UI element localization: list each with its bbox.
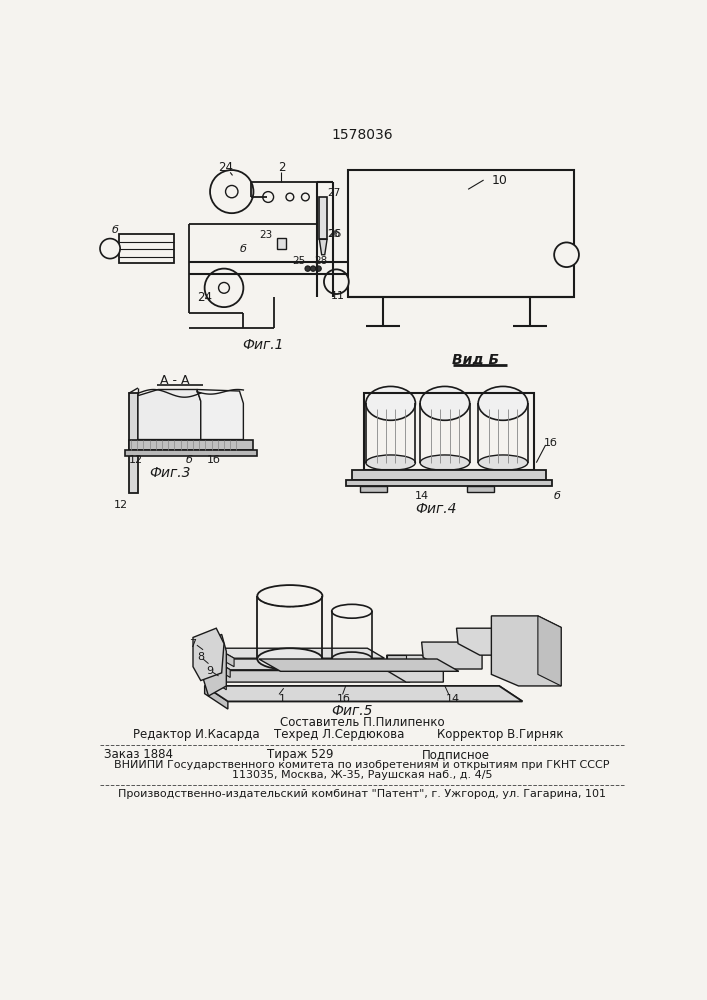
Text: 2: 2 xyxy=(279,161,286,174)
Text: Вид Б: Вид Б xyxy=(452,353,499,367)
Text: 23: 23 xyxy=(259,231,272,240)
Polygon shape xyxy=(204,686,228,709)
Bar xyxy=(348,170,574,297)
Text: Корректор В.Гирняк: Корректор В.Гирняк xyxy=(437,728,563,741)
Bar xyxy=(346,480,552,486)
Text: Фиг.5: Фиг.5 xyxy=(331,704,373,718)
Text: А - А: А - А xyxy=(160,374,190,387)
Text: 14: 14 xyxy=(445,694,460,704)
Text: б: б xyxy=(554,491,561,501)
Text: 27: 27 xyxy=(327,188,340,198)
Ellipse shape xyxy=(554,242,579,267)
Polygon shape xyxy=(320,239,327,255)
Polygon shape xyxy=(212,659,397,670)
Ellipse shape xyxy=(478,455,528,470)
Ellipse shape xyxy=(257,648,322,670)
Ellipse shape xyxy=(366,386,416,420)
Bar xyxy=(276,238,286,249)
Text: 8: 8 xyxy=(197,652,204,662)
Text: 11: 11 xyxy=(331,291,345,301)
Text: 1б: 1б xyxy=(337,694,351,704)
Text: 24: 24 xyxy=(197,291,212,304)
Ellipse shape xyxy=(204,269,243,307)
Bar xyxy=(129,393,138,493)
Polygon shape xyxy=(216,648,385,658)
Ellipse shape xyxy=(286,193,293,201)
Ellipse shape xyxy=(332,652,372,666)
Ellipse shape xyxy=(478,386,528,420)
Bar xyxy=(129,440,252,450)
Polygon shape xyxy=(138,389,201,440)
Text: 1б: 1б xyxy=(207,455,221,465)
Text: б: б xyxy=(240,244,247,254)
Ellipse shape xyxy=(316,266,321,271)
Text: 24: 24 xyxy=(218,161,233,174)
Ellipse shape xyxy=(257,585,322,607)
Bar xyxy=(320,197,327,239)
Ellipse shape xyxy=(332,604,372,618)
Bar xyxy=(467,486,493,492)
Ellipse shape xyxy=(420,386,469,420)
Text: 12: 12 xyxy=(129,455,143,465)
Text: 28: 28 xyxy=(314,256,327,266)
Polygon shape xyxy=(204,686,522,701)
Text: Тираж 529: Тираж 529 xyxy=(267,748,333,761)
Ellipse shape xyxy=(301,193,309,201)
Text: 25: 25 xyxy=(293,256,306,266)
Text: Составитель П.Пилипенко: Составитель П.Пилипенко xyxy=(280,716,444,729)
Polygon shape xyxy=(387,655,443,682)
Text: 113035, Москва, Ж-35, Раушская наб., д. 4/5: 113035, Москва, Ж-35, Раушская наб., д. … xyxy=(232,770,492,780)
Bar xyxy=(363,393,534,470)
Ellipse shape xyxy=(324,269,349,294)
Polygon shape xyxy=(538,616,561,686)
Polygon shape xyxy=(259,659,459,671)
Polygon shape xyxy=(457,628,521,655)
Bar xyxy=(352,470,546,480)
Text: ВНИИПИ Государственного комитета по изобретениям и открытиям при ГКНТ СССР: ВНИИПИ Государственного комитета по изоб… xyxy=(115,760,609,770)
Text: Фиг.3: Фиг.3 xyxy=(149,466,190,480)
Polygon shape xyxy=(212,659,230,677)
Ellipse shape xyxy=(310,266,316,271)
Polygon shape xyxy=(216,648,234,667)
Polygon shape xyxy=(209,671,410,682)
Text: 10: 10 xyxy=(491,174,507,187)
Text: 1578036: 1578036 xyxy=(331,128,393,142)
Bar xyxy=(119,234,174,263)
Text: б: б xyxy=(112,225,119,235)
Polygon shape xyxy=(193,628,224,681)
Text: Техред Л.Сердюкова: Техред Л.Сердюкова xyxy=(274,728,404,741)
Text: Производственно-издательский комбинат "Патент", г. Ужгород, ул. Гагарина, 101: Производственно-издательский комбинат "П… xyxy=(118,789,606,799)
Text: Фиг.4: Фиг.4 xyxy=(415,502,456,516)
Text: 26: 26 xyxy=(329,229,342,239)
Polygon shape xyxy=(209,671,226,690)
Text: 12: 12 xyxy=(114,500,128,510)
Text: 14: 14 xyxy=(414,491,428,501)
Text: 1б: 1б xyxy=(544,438,557,448)
Ellipse shape xyxy=(226,185,238,198)
Bar xyxy=(360,486,387,492)
Ellipse shape xyxy=(366,455,416,470)
Text: 1: 1 xyxy=(279,694,286,704)
Polygon shape xyxy=(421,642,482,669)
Ellipse shape xyxy=(420,455,469,470)
Text: 7: 7 xyxy=(189,639,197,649)
Text: Подписное: Подписное xyxy=(421,748,490,761)
Text: 9: 9 xyxy=(206,666,214,676)
Polygon shape xyxy=(197,389,243,440)
Text: Фиг.1: Фиг.1 xyxy=(242,338,284,352)
Polygon shape xyxy=(204,686,522,701)
Text: Заказ 1884: Заказ 1884 xyxy=(104,748,173,761)
Polygon shape xyxy=(203,634,226,696)
Ellipse shape xyxy=(218,282,230,293)
Polygon shape xyxy=(491,616,561,686)
Ellipse shape xyxy=(210,170,253,213)
Ellipse shape xyxy=(100,239,120,259)
Bar xyxy=(125,450,257,456)
Text: 2б: 2б xyxy=(327,229,340,239)
Text: б: б xyxy=(186,455,192,465)
Polygon shape xyxy=(387,655,406,671)
Text: Редактор И.Касарда: Редактор И.Касарда xyxy=(134,728,260,741)
Ellipse shape xyxy=(305,266,310,271)
Ellipse shape xyxy=(263,192,274,202)
